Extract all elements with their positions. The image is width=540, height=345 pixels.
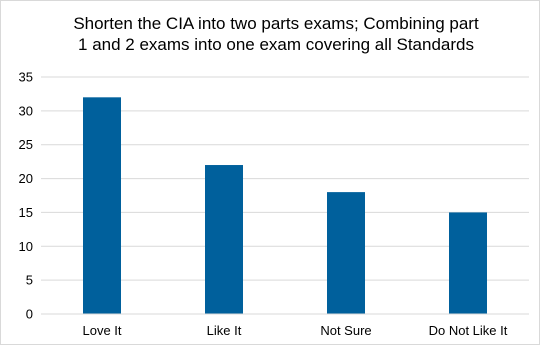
y-tick-label: 5: [26, 273, 33, 288]
chart-title-line-1: Shorten the CIA into two parts exams; Co…: [73, 14, 479, 33]
bar-not-sure: [327, 192, 365, 314]
y-tick-label: 10: [19, 239, 33, 254]
x-tick-label: Do Not Like It: [429, 323, 508, 338]
y-tick-label: 30: [19, 103, 33, 118]
y-tick-label: 25: [19, 137, 33, 152]
chart-title-line-2: 1 and 2 exams into one exam covering all…: [78, 35, 474, 54]
x-tick-label: Like It: [207, 323, 242, 338]
y-tick-label: 0: [26, 307, 33, 322]
y-tick-label: 15: [19, 205, 33, 220]
bar-like-it: [205, 165, 243, 314]
y-tick-label: 20: [19, 171, 33, 186]
x-tick-label: Not Sure: [320, 323, 371, 338]
chart-title: Shorten the CIA into two parts exams; Co…: [41, 13, 511, 55]
bar-love-it: [83, 97, 121, 314]
x-tick-label: Love It: [82, 323, 121, 338]
bar-do-not-like-it: [449, 212, 487, 314]
y-tick-label: 35: [19, 70, 33, 85]
